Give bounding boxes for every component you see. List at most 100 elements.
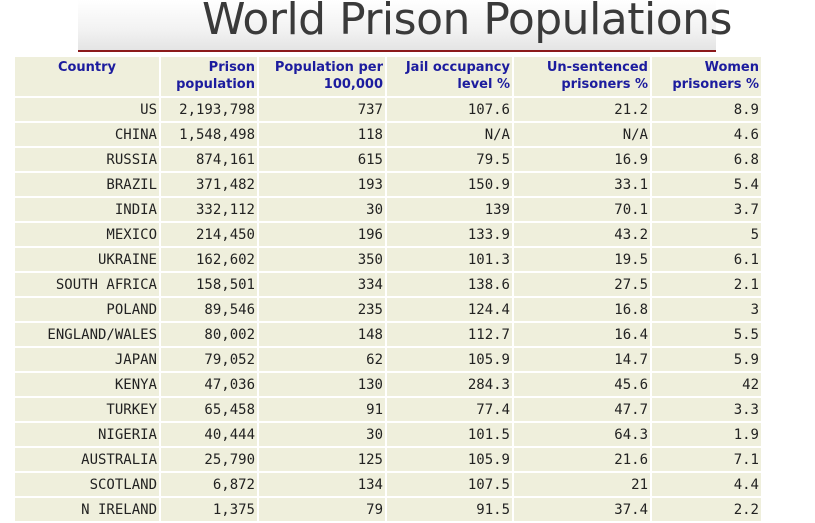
prison-population-cell: 80,002 [161, 323, 257, 346]
jail-occupancy-cell: 101.5 [387, 423, 512, 446]
unsentenced-cell: 33.1 [514, 173, 650, 196]
women-cell: 4.4 [652, 473, 761, 496]
population-per-100000-cell: 30 [259, 423, 385, 446]
column-header-prison-population: Prison population [161, 57, 257, 96]
women-cell: 3.3 [652, 398, 761, 421]
table-row: RUSSIA 874,161 615 79.5 16.9 6.8 [15, 148, 761, 171]
prison-population-cell: 89,546 [161, 298, 257, 321]
prison-population-cell: 6,872 [161, 473, 257, 496]
women-cell: 2.2 [652, 498, 761, 521]
table-row: POLAND 89,546 235 124.4 16.8 3 [15, 298, 761, 321]
table-row: US 2,193,798 737 107.6 21.2 8.9 [15, 98, 761, 121]
table-row: KENYA 47,036 130 284.3 45.6 42 [15, 373, 761, 396]
women-cell: 42 [652, 373, 761, 396]
unsentenced-cell: 45.6 [514, 373, 650, 396]
unsentenced-cell: 16.9 [514, 148, 650, 171]
table-row: JAPAN 79,052 62 105.9 14.7 5.9 [15, 348, 761, 371]
country-cell: AUSTRALIA [15, 448, 159, 471]
population-per-100000-cell: 125 [259, 448, 385, 471]
country-cell: BRAZIL [15, 173, 159, 196]
country-cell: MEXICO [15, 223, 159, 246]
country-cell: RUSSIA [15, 148, 159, 171]
jail-occupancy-cell: N/A [387, 123, 512, 146]
unsentenced-cell: 27.5 [514, 273, 650, 296]
country-cell: UKRAINE [15, 248, 159, 271]
table-row: UKRAINE 162,602 350 101.3 19.5 6.1 [15, 248, 761, 271]
women-cell: 5.5 [652, 323, 761, 346]
jail-occupancy-cell: 107.5 [387, 473, 512, 496]
jail-occupancy-cell: 101.3 [387, 248, 512, 271]
country-cell: US [15, 98, 159, 121]
women-cell: 1.9 [652, 423, 761, 446]
prison-population-cell: 214,450 [161, 223, 257, 246]
women-cell: 5.9 [652, 348, 761, 371]
women-cell: 2.1 [652, 273, 761, 296]
column-header-country: Country [15, 57, 159, 96]
unsentenced-cell: 70.1 [514, 198, 650, 221]
country-cell: SOUTH AFRICA [15, 273, 159, 296]
jail-occupancy-cell: 107.6 [387, 98, 512, 121]
women-cell: 3 [652, 298, 761, 321]
country-cell: INDIA [15, 198, 159, 221]
jail-occupancy-cell: 124.4 [387, 298, 512, 321]
unsentenced-cell: 16.8 [514, 298, 650, 321]
population-per-100000-cell: 737 [259, 98, 385, 121]
prison-population-cell: 1,375 [161, 498, 257, 521]
women-cell: 6.8 [652, 148, 761, 171]
population-per-100000-cell: 615 [259, 148, 385, 171]
population-per-100000-cell: 79 [259, 498, 385, 521]
column-header-population-per-100000: Population per 100,000 [259, 57, 385, 96]
jail-occupancy-cell: 284.3 [387, 373, 512, 396]
column-header-jail-occupancy: Jail occupancy level % [387, 57, 512, 96]
women-cell: 4.6 [652, 123, 761, 146]
population-per-100000-cell: 193 [259, 173, 385, 196]
country-cell: ENGLAND/WALES [15, 323, 159, 346]
title-banner: World Prison Populations [78, 0, 732, 52]
unsentenced-cell: 21.6 [514, 448, 650, 471]
prison-population-cell: 47,036 [161, 373, 257, 396]
jail-occupancy-cell: 150.9 [387, 173, 512, 196]
population-per-100000-cell: 30 [259, 198, 385, 221]
unsentenced-cell: 21 [514, 473, 650, 496]
women-cell: 3.7 [652, 198, 761, 221]
unsentenced-cell: 64.3 [514, 423, 650, 446]
table-row: SOUTH AFRICA 158,501 334 138.6 27.5 2.1 [15, 273, 761, 296]
women-cell: 5 [652, 223, 761, 246]
women-cell: 7.1 [652, 448, 761, 471]
unsentenced-cell: 47.7 [514, 398, 650, 421]
jail-occupancy-cell: 77.4 [387, 398, 512, 421]
table-row: ENGLAND/WALES 80,002 148 112.7 16.4 5.5 [15, 323, 761, 346]
country-cell: POLAND [15, 298, 159, 321]
country-cell: NIGERIA [15, 423, 159, 446]
jail-occupancy-cell: 105.9 [387, 348, 512, 371]
unsentenced-cell: 16.4 [514, 323, 650, 346]
prison-population-cell: 371,482 [161, 173, 257, 196]
table-header-row: Country Prison population Population per… [15, 57, 761, 96]
prison-population-cell: 162,602 [161, 248, 257, 271]
women-cell: 5.4 [652, 173, 761, 196]
prison-population-cell: 1,548,498 [161, 123, 257, 146]
population-per-100000-cell: 62 [259, 348, 385, 371]
unsentenced-cell: 43.2 [514, 223, 650, 246]
prison-population-cell: 65,458 [161, 398, 257, 421]
unsentenced-cell: 14.7 [514, 348, 650, 371]
column-header-unsentenced: Un-sentenced prisoners % [514, 57, 650, 96]
country-cell: KENYA [15, 373, 159, 396]
country-cell: TURKEY [15, 398, 159, 421]
population-per-100000-cell: 334 [259, 273, 385, 296]
jail-occupancy-cell: 139 [387, 198, 512, 221]
unsentenced-cell: 37.4 [514, 498, 650, 521]
jail-occupancy-cell: 105.9 [387, 448, 512, 471]
jail-occupancy-cell: 91.5 [387, 498, 512, 521]
jail-occupancy-cell: 138.6 [387, 273, 512, 296]
jail-occupancy-cell: 79.5 [387, 148, 512, 171]
unsentenced-cell: 19.5 [514, 248, 650, 271]
population-per-100000-cell: 350 [259, 248, 385, 271]
table-row: N IRELAND 1,375 79 91.5 37.4 2.2 [15, 498, 761, 521]
prison-population-cell: 25,790 [161, 448, 257, 471]
table-row: NIGERIA 40,444 30 101.5 64.3 1.9 [15, 423, 761, 446]
page-title: World Prison Populations [202, 0, 732, 45]
table-row: INDIA 332,112 30 139 70.1 3.7 [15, 198, 761, 221]
population-per-100000-cell: 235 [259, 298, 385, 321]
country-cell: CHINA [15, 123, 159, 146]
